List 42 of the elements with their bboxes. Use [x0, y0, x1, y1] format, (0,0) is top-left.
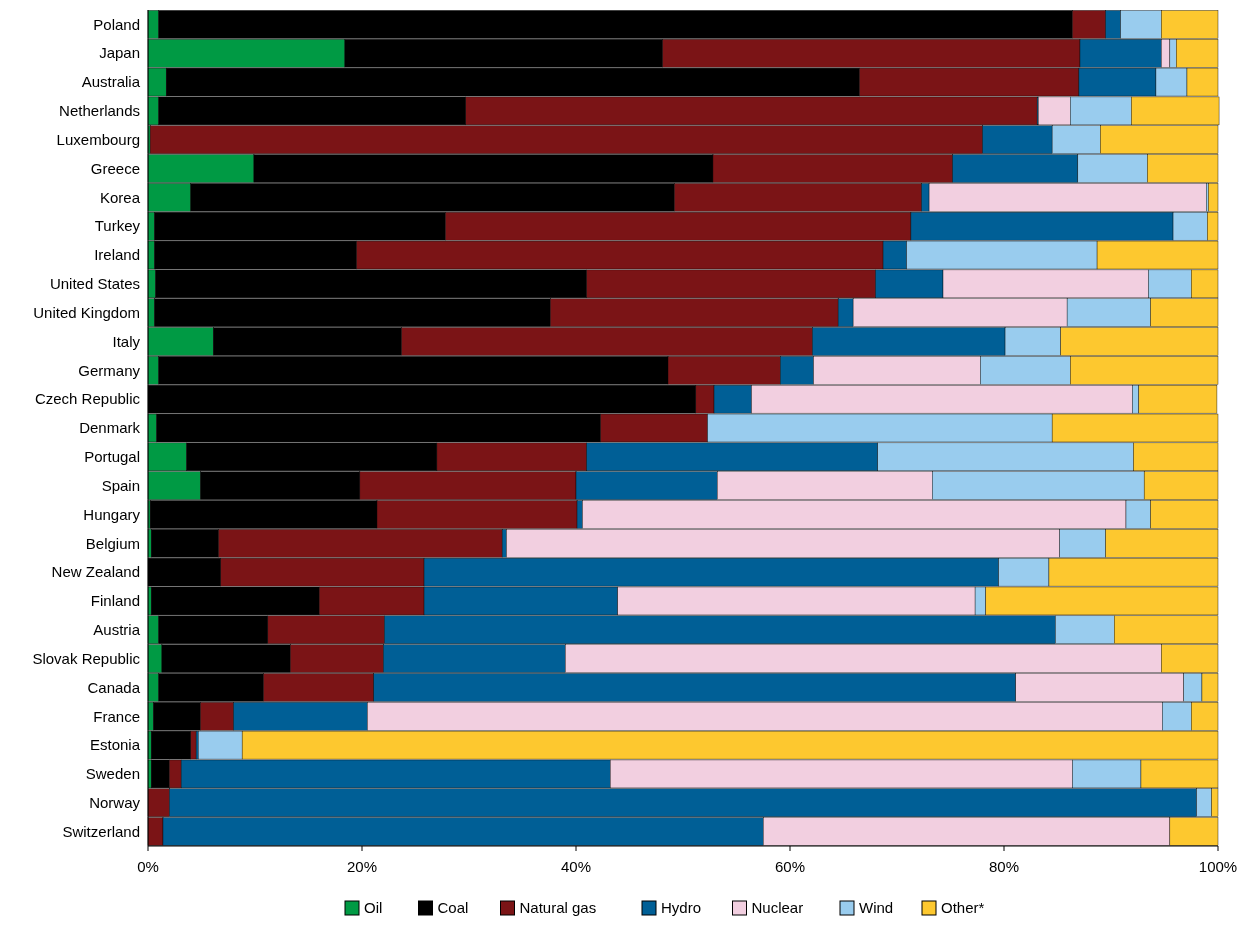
y-tick-label: Finland	[90, 592, 140, 610]
y-tick-label: Czech Republic	[34, 390, 141, 408]
legend-label: Nuclear	[751, 899, 804, 917]
y-tick-label: Spain	[101, 476, 140, 494]
x-tick-label: 100%	[1198, 858, 1238, 875]
y-tick-label: Switzerland	[62, 822, 140, 840]
y-tick-label: Germany	[78, 361, 141, 379]
legend-label: Wind	[859, 899, 894, 917]
y-tick-label: Norway	[89, 794, 141, 812]
y-tick-label: Austria	[93, 621, 141, 639]
y-tick-label: Canada	[87, 678, 141, 696]
y-tick-label: United Kingdom	[33, 303, 140, 321]
y-tick-label: New Zealand	[51, 563, 140, 581]
y-tick-label: Turkey	[94, 217, 141, 235]
y-tick-label: Ireland	[94, 246, 140, 264]
x-tick-label: 20%	[346, 858, 378, 875]
y-tick-label: Greece	[90, 159, 140, 177]
y-tick-label: Italy	[112, 332, 141, 350]
y-tick-label: Japan	[99, 44, 140, 62]
y-tick-label: Slovak Republic	[32, 649, 141, 667]
y-tick-label: Belgium	[85, 534, 140, 552]
y-tick-label: Netherlands	[59, 102, 140, 120]
x-tick-label: 0%	[137, 858, 159, 875]
y-tick-label: Poland	[93, 15, 140, 33]
y-tick-label: Korea	[99, 188, 141, 206]
legend-label: Coal	[437, 899, 469, 917]
legend-label: Hydro	[661, 899, 702, 917]
y-tick-label: Australia	[81, 73, 141, 91]
y-tick-label: United States	[49, 275, 140, 293]
y-tick-label: Luxembourg	[56, 130, 140, 148]
x-tick-label: 80%	[988, 858, 1020, 875]
y-tick-label: Sweden	[85, 765, 140, 783]
legend-label: Natural gas	[519, 899, 597, 917]
y-tick-label: Hungary	[83, 505, 141, 523]
y-tick-label: Denmark	[79, 419, 141, 437]
x-tick-label: 60%	[774, 858, 806, 875]
legend-label: Other*	[941, 899, 985, 917]
x-tick-label: 40%	[560, 858, 592, 875]
legend-label: Oil	[364, 899, 383, 917]
y-tick-label: Estonia	[89, 736, 141, 754]
y-tick-label: Portugal	[84, 448, 140, 466]
y-tick-label: France	[93, 707, 140, 725]
